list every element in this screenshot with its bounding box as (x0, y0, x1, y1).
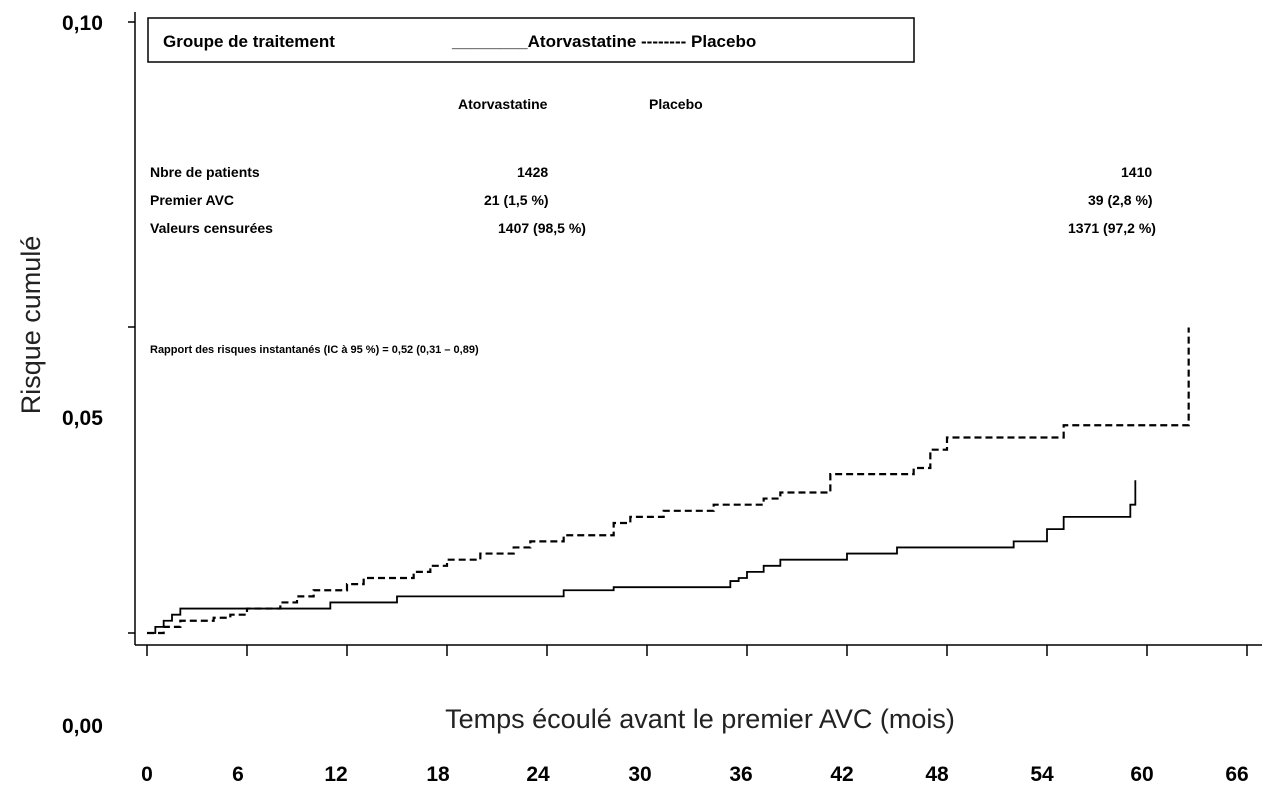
x-tick-label: 6 (232, 763, 244, 786)
y-tick-label-0-05: 0,05 (62, 407, 103, 430)
y-tick-label-0-00: 0,00 (62, 715, 103, 738)
x-tick-label: 54 (1030, 763, 1054, 786)
x-tick-labels: 0 6 12 18 24 30 36 42 48 54 60 66 (141, 763, 1249, 786)
x-tick-label: 0 (141, 763, 153, 786)
table-cell-placebo: 39 (2,8 %) (1088, 192, 1153, 208)
hazard-ratio-annotation: Rapport des risques instantanés (IC à 95… (150, 344, 479, 356)
x-axis-ticks (146, 645, 1248, 656)
y-axis-title: Risque cumulé (16, 236, 46, 415)
series-group (147, 327, 1190, 635)
x-tick-label: 24 (526, 763, 550, 786)
x-tick-label: 30 (628, 763, 651, 786)
x-axis-title: Temps écoulé avant le premier AVC (mois) (445, 704, 955, 734)
x-tick-label: 18 (426, 763, 450, 786)
table-cell-atorvastatine: 1428 (517, 164, 548, 180)
table-row-label: Premier AVC (150, 192, 234, 208)
legend-entries: ________Atorvastatine -------- Placebo (451, 32, 756, 51)
y-tick-label-0-10: 0,10 (62, 12, 103, 35)
table-cell-placebo: 1371 (97,2 %) (1068, 220, 1156, 236)
legend-title: Groupe de traitement (163, 32, 335, 51)
table-cell-atorvastatine: 21 (1,5 %) (484, 192, 549, 208)
table-cell-placebo: 1410 (1121, 164, 1152, 180)
x-tick-label: 66 (1225, 763, 1248, 786)
x-tick-label: 48 (925, 763, 949, 786)
x-tick-label: 36 (729, 763, 752, 786)
table-header-atorvastatine: Atorvastatine (458, 96, 548, 112)
series-line-atorvastatine (147, 480, 1137, 634)
table-cell-atorvastatine: 1407 (98,5 %) (498, 220, 586, 236)
table-header-placebo: Placebo (649, 96, 703, 112)
x-tick-label: 60 (1130, 763, 1153, 786)
table-row-label: Valeurs censurées (150, 220, 273, 236)
series-line-placebo (147, 327, 1190, 635)
table-row-label: Nbre de patients (150, 164, 260, 180)
x-tick-label: 12 (324, 763, 347, 786)
legend-box (147, 17, 915, 63)
x-tick-label: 42 (830, 763, 853, 786)
